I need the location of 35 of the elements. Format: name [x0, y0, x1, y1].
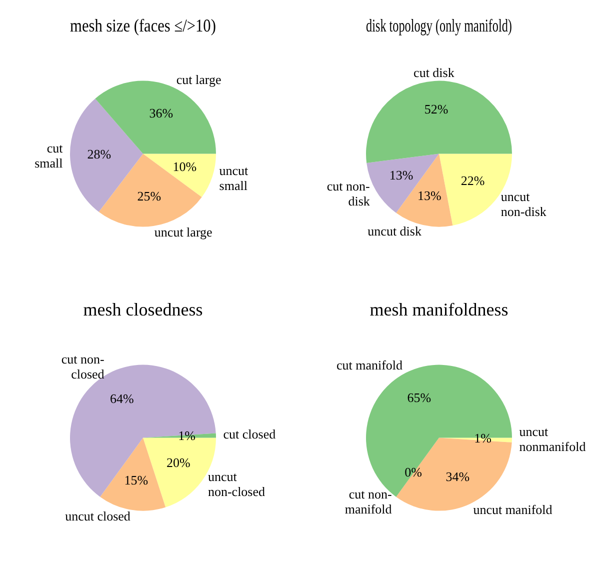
- data-label: 13%: [418, 188, 442, 203]
- data-label: 65%: [407, 390, 432, 406]
- slice-label: uncut non-closed: [208, 468, 266, 499]
- slice-label: cut manifold: [336, 358, 404, 373]
- slice-label: cut non- closed: [61, 351, 105, 382]
- slice-label: uncut closed: [65, 508, 131, 524]
- data-label: 64%: [110, 390, 134, 406]
- chart-title: disk topology (only manifold): [366, 16, 512, 36]
- slice-label: uncut non-disk: [500, 188, 547, 219]
- slice-label: uncut small: [219, 162, 249, 193]
- slice-label: uncut disk: [368, 224, 422, 239]
- category-label: cut non- manifold: [344, 486, 392, 517]
- chart-title: mesh size (faces ≤/>10): [70, 15, 216, 36]
- slice-label: cut non- disk: [326, 178, 370, 209]
- chart-title: mesh closedness: [83, 300, 203, 320]
- slice-label: uncut nonmanifold: [519, 424, 586, 454]
- slice-label: cut large: [176, 72, 222, 88]
- data-label: 52%: [424, 102, 448, 117]
- data-label: 1%: [178, 428, 196, 443]
- slice-label: uncut manifold: [473, 502, 553, 517]
- data-label: 1%: [474, 430, 492, 446]
- slice-label: cut small: [34, 140, 64, 170]
- data-label: 20%: [166, 454, 191, 470]
- data-label: 36%: [149, 105, 174, 120]
- data-label: 25%: [137, 188, 162, 204]
- chart-title: mesh manifoldness: [370, 300, 508, 320]
- slice-label: cut closed: [223, 426, 276, 442]
- slice-label: uncut large: [154, 224, 213, 240]
- data-label: 28%: [87, 146, 112, 162]
- data-label: 34%: [446, 468, 470, 484]
- data-label: 22%: [460, 173, 485, 188]
- slice-label: cut disk: [414, 65, 455, 80]
- data-label: 13%: [389, 168, 414, 183]
- data-label: 15%: [124, 472, 148, 488]
- data-label: 10%: [172, 158, 197, 174]
